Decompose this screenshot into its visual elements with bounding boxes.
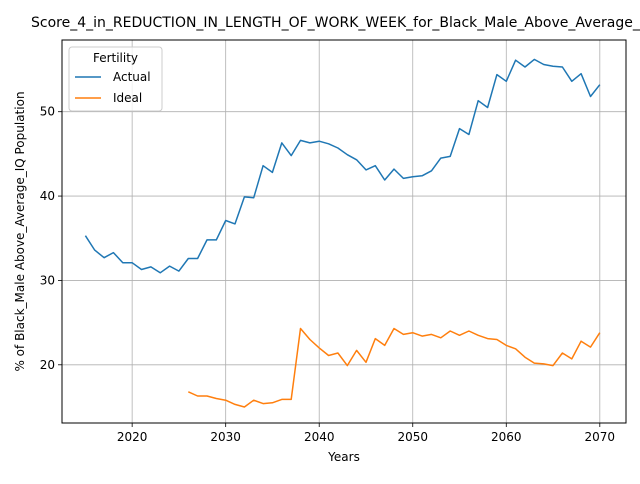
legend-label-actual: Actual — [113, 70, 151, 84]
x-tick-label: 2040 — [304, 430, 335, 444]
legend-title: Fertility — [93, 51, 138, 65]
plot-frame — [61, 39, 627, 424]
y-tick-label: 30 — [40, 273, 55, 287]
legend-label-ideal: Ideal — [113, 91, 142, 105]
series-line-actual — [84, 58, 601, 274]
x-tick-label: 2070 — [585, 430, 616, 444]
y-axis-label: % of Black_Male Above_Average_IQ Populat… — [13, 91, 27, 371]
series-lines — [84, 58, 601, 408]
gridlines — [62, 40, 626, 423]
series-line-ideal — [187, 327, 601, 408]
legend-box — [68, 46, 163, 112]
x-axis-label: Years — [327, 450, 360, 464]
legend-items: Actual Ideal — [75, 70, 151, 105]
x-tick-label: 2030 — [210, 430, 241, 444]
x-tick-label: 2060 — [491, 430, 522, 444]
x-tick-label: 2020 — [117, 430, 148, 444]
chart-title: Score_4_in_REDUCTION_IN_LENGTH_OF_WORK_W… — [31, 15, 640, 31]
x-tick-label: 2050 — [397, 430, 428, 444]
y-tick-label: 50 — [40, 105, 55, 119]
y-tick-label: 40 — [40, 189, 55, 203]
y-tick-label: 20 — [40, 358, 55, 372]
legend: Fertility Actual Ideal — [68, 46, 163, 112]
